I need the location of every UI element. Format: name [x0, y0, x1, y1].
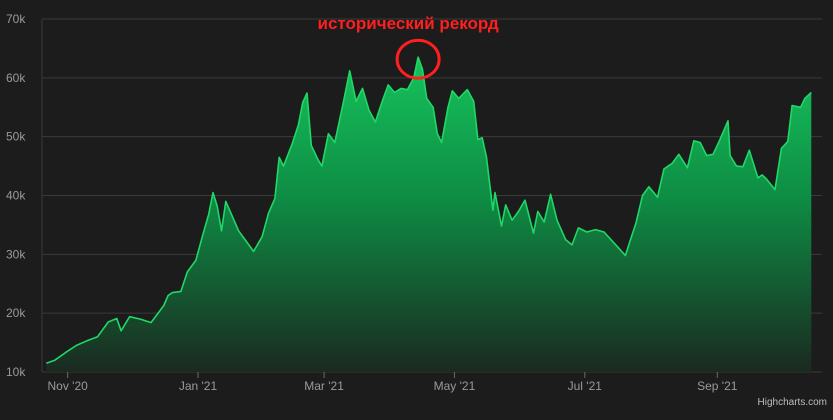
- x-axis: Nov '20 Jan '21 Mar '21 May '21 Jul '21 Sep '…: [47, 372, 738, 393]
- y-tick-label: 50k: [6, 130, 26, 144]
- record-highlight-circle: [395, 38, 441, 80]
- y-tick-label: 60k: [6, 71, 26, 85]
- price-area: [46, 57, 812, 372]
- x-tick-label: Nov '20: [47, 379, 88, 393]
- y-axis: 10k 20k 30k 40k 50k 60k 70k: [6, 12, 26, 379]
- y-tick-label: 30k: [6, 247, 26, 261]
- y-tick-label: 20k: [6, 306, 26, 320]
- record-annotation: исторический рекорд: [318, 14, 499, 33]
- x-tick-label: Mar '21: [304, 379, 344, 393]
- x-tick-label: May '21: [434, 379, 476, 393]
- chart-credit: Highcharts.com: [758, 397, 827, 408]
- x-tick-label: Jan '21: [179, 379, 218, 393]
- price-line: [46, 56, 812, 364]
- y-tick-label: 70k: [6, 12, 26, 26]
- y-tick-label: 10k: [6, 365, 26, 379]
- y-tick-label: 40k: [6, 189, 26, 203]
- x-tick-label: Jul '21: [568, 379, 603, 393]
- x-tick-label: Sep '21: [697, 379, 738, 393]
